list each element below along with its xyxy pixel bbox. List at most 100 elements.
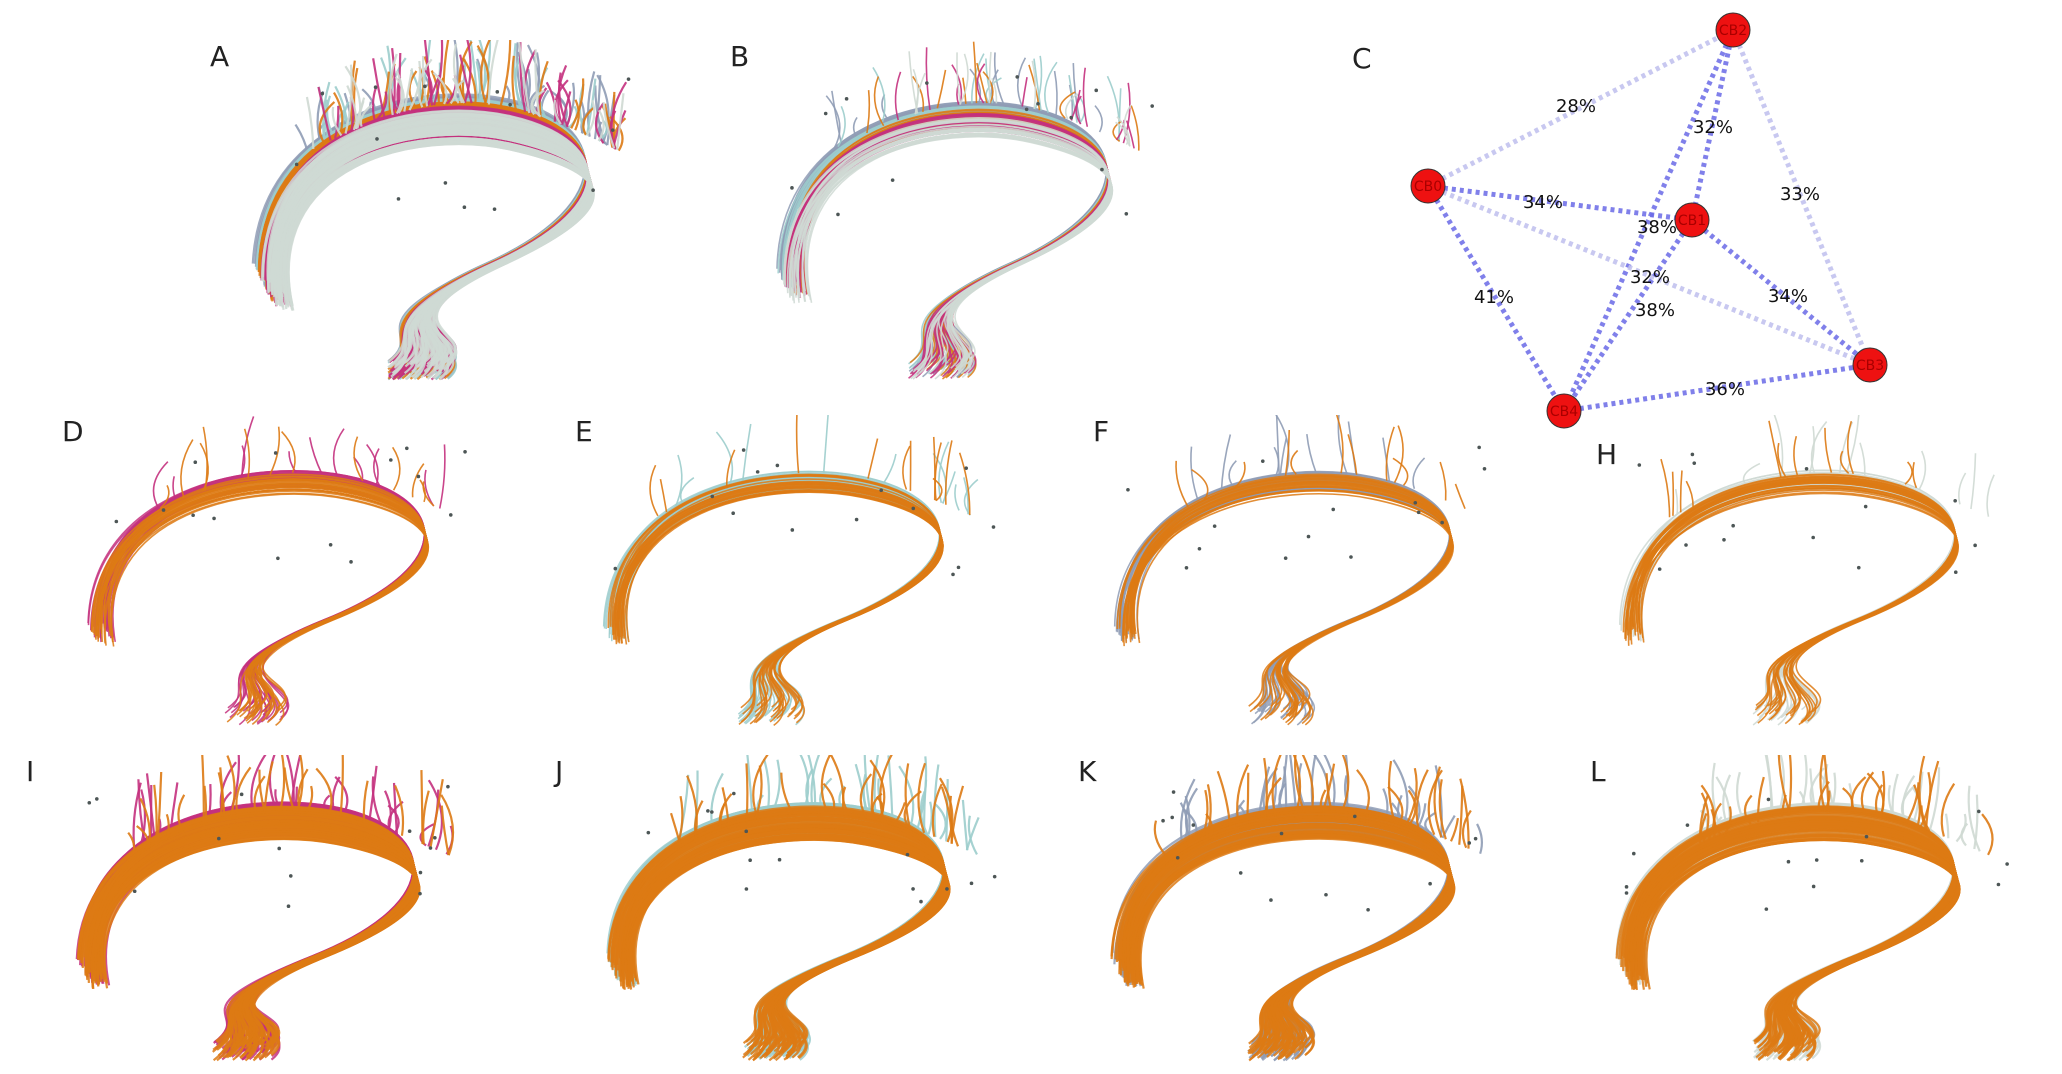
fiber-endpoint xyxy=(1366,908,1370,912)
fiber-endpoint xyxy=(1973,544,1977,548)
panel-letter: D xyxy=(62,415,84,448)
fiber-endpoint xyxy=(1731,524,1735,528)
fiber-projection xyxy=(1477,824,1482,854)
fiber-endpoint xyxy=(1440,521,1444,525)
fiber-endpoint xyxy=(1025,108,1029,112)
fiber-endpoint xyxy=(463,450,467,454)
fiber-endpoint xyxy=(1765,907,1769,911)
panel-letter: K xyxy=(1078,755,1096,788)
teal-fiber-group xyxy=(607,755,978,1060)
fiber-endpoint xyxy=(1815,858,1819,862)
fiber-endpoint xyxy=(212,517,216,521)
orange-fiber-group xyxy=(608,415,969,725)
fiber-projection xyxy=(1962,824,1968,846)
orange-fiber-group xyxy=(92,427,434,726)
fiber-endpoint xyxy=(433,836,437,840)
edge-label: 33% xyxy=(1780,184,1820,205)
fiber-endpoint xyxy=(647,831,651,835)
panel-h: H xyxy=(1550,415,2060,735)
fiber-endpoint xyxy=(756,470,760,474)
fiber-endpoint xyxy=(1094,89,1098,93)
fiber-endpoint xyxy=(706,809,710,813)
fiber-endpoint xyxy=(951,573,955,577)
fiber-projection xyxy=(868,439,878,479)
fiber-endpoint xyxy=(1865,835,1869,839)
fiber-endpoint xyxy=(321,92,325,96)
fiber-endpoint xyxy=(1767,798,1771,802)
fiber-projection xyxy=(1913,462,1916,488)
fiber-endpoint xyxy=(1625,891,1629,895)
fiber-endpoint xyxy=(1161,819,1165,823)
fiber-projection xyxy=(1440,462,1446,500)
fiber-projection xyxy=(1946,814,1948,839)
fiber-endpoint xyxy=(1428,882,1432,886)
fiber-projection xyxy=(1095,106,1102,132)
fiber-endpoint xyxy=(778,858,782,862)
panel-a: A xyxy=(190,40,690,390)
fiber-endpoint xyxy=(1483,467,1487,471)
panel-b: B xyxy=(710,40,1210,390)
fiber-endpoint xyxy=(945,887,949,891)
fiber-endpoint xyxy=(423,85,427,89)
fiber-projection xyxy=(1905,462,1912,484)
fiber-projection xyxy=(1116,122,1129,144)
fiber-endpoint xyxy=(791,528,795,532)
fiber-endpoint xyxy=(879,488,883,492)
fiber-projection xyxy=(1176,461,1188,507)
fiber-projection xyxy=(1307,434,1316,473)
fiber-projection xyxy=(903,446,910,489)
fiber-endpoint xyxy=(1812,885,1816,889)
graph-node-cb3: CB3 xyxy=(1853,348,1887,382)
fiber-endpoint xyxy=(289,874,293,878)
fiber-projection xyxy=(1788,755,1791,815)
fiber-endpoint xyxy=(1239,871,1243,875)
fiber-endpoint xyxy=(748,858,752,862)
panel-letter: L xyxy=(1590,755,1606,788)
fiber-projection xyxy=(1987,475,1994,517)
fiber-endpoint xyxy=(444,181,448,185)
fiber-projection xyxy=(926,47,930,110)
fiber-projection xyxy=(832,91,842,145)
fiber-endpoint xyxy=(1261,459,1265,463)
fiber-projection xyxy=(963,800,967,850)
orange-fiber-group xyxy=(608,755,963,1060)
fiber-projection xyxy=(1676,489,1678,514)
fiber-endpoint xyxy=(1170,816,1174,820)
fiber-projection xyxy=(1455,484,1465,509)
node-label: CB0 xyxy=(1414,179,1442,195)
panel-letter: H xyxy=(1596,438,1617,471)
fiber-endpoint xyxy=(329,543,333,547)
fiber-endpoint xyxy=(374,85,378,89)
fiber-endpoint xyxy=(1684,543,1688,547)
fiber-endpoint xyxy=(1280,832,1284,836)
fiber-projection xyxy=(1291,451,1298,475)
fiber-endpoint xyxy=(1036,102,1040,106)
fiber-endpoint xyxy=(993,875,997,879)
fiber-projection xyxy=(1673,472,1674,516)
fiber-endpoint xyxy=(508,103,512,107)
panel-l: L xyxy=(1550,755,2060,1070)
edge-label: 36% xyxy=(1705,379,1745,400)
fiber-endpoint xyxy=(240,793,244,797)
tract-bundle-image xyxy=(10,755,520,1070)
tract-bundle-image xyxy=(540,755,1050,1070)
fiber-projection xyxy=(906,763,910,827)
fiber-endpoint xyxy=(1069,116,1073,120)
fiber-endpoint xyxy=(191,513,195,517)
fiber-endpoint xyxy=(418,892,422,896)
fiber-streamline xyxy=(608,476,940,712)
fiber-projection xyxy=(440,444,445,508)
fiber-endpoint xyxy=(1467,841,1471,845)
fiber-projection xyxy=(935,804,945,839)
orange-fiber-group xyxy=(1623,421,1958,725)
panel-letter: A xyxy=(210,40,229,73)
fiber-endpoint xyxy=(193,460,197,464)
fiber-endpoint xyxy=(906,853,910,857)
panel-letter: B xyxy=(730,40,749,73)
network-graph: 28%32%33%34%38%32%34%41%38%36%CB0CB1CB2C… xyxy=(1340,0,1900,440)
fiber-projection xyxy=(974,42,977,103)
fiber-endpoint xyxy=(710,810,714,814)
fiber-endpoint xyxy=(1126,488,1130,492)
panel-letter: E xyxy=(575,415,593,448)
fiber-projection xyxy=(888,755,892,822)
